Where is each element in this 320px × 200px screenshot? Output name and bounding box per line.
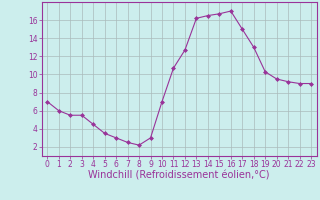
X-axis label: Windchill (Refroidissement éolien,°C): Windchill (Refroidissement éolien,°C) (88, 171, 270, 181)
